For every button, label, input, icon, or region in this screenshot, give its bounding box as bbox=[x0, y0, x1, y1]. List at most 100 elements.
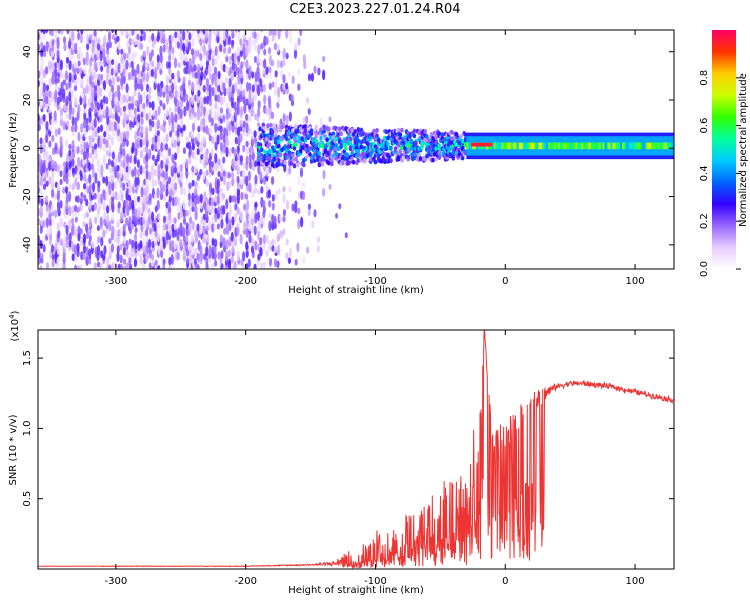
heatmap-cell bbox=[242, 42, 246, 54]
heatmap-cell bbox=[162, 32, 166, 39]
heatmap-cell bbox=[157, 265, 161, 269]
heatmap-cell bbox=[134, 99, 138, 108]
heatmap-cell bbox=[103, 34, 107, 46]
heatmap-cell bbox=[165, 84, 169, 95]
heatmap-cell bbox=[210, 65, 214, 72]
heatmap-cell bbox=[279, 213, 283, 223]
heatmap-cell bbox=[68, 205, 72, 217]
heatmap-cell bbox=[126, 39, 130, 50]
heatmap-cell bbox=[153, 37, 157, 45]
heatmap-cell bbox=[102, 154, 107, 166]
heatmap-cell bbox=[159, 52, 163, 64]
heatmap-cell bbox=[316, 245, 320, 253]
heatmap-cell bbox=[322, 169, 326, 180]
heatmap-cell bbox=[97, 236, 101, 243]
heatmap-cell bbox=[271, 81, 275, 88]
heatmap-cell bbox=[222, 237, 226, 247]
heatmap-cell bbox=[107, 30, 112, 39]
heatmap-cell bbox=[97, 126, 101, 134]
heatmap-cell bbox=[167, 182, 171, 192]
heatmap-cell bbox=[592, 142, 596, 150]
heatmap-cell bbox=[217, 84, 221, 93]
heatmap-cell bbox=[248, 65, 252, 77]
heatmap-cell bbox=[590, 142, 594, 150]
heatmap-cell bbox=[103, 108, 107, 117]
heatmap-cell bbox=[48, 39, 53, 47]
heatmap-cell bbox=[449, 136, 454, 142]
heatmap-cell bbox=[60, 30, 64, 36]
heatmap-cell bbox=[661, 142, 664, 150]
heatmap-cell bbox=[520, 142, 524, 150]
heatmap-cell bbox=[90, 163, 94, 171]
heatmap-cell bbox=[59, 170, 63, 178]
heatmap-cell bbox=[251, 151, 255, 161]
heatmap-cell bbox=[625, 142, 629, 150]
heatmap-cell bbox=[43, 150, 47, 160]
heatmap-cell bbox=[237, 30, 241, 33]
heatmap-cell bbox=[629, 142, 633, 150]
heatmap-cell bbox=[277, 161, 281, 167]
heatmap-cell bbox=[257, 222, 261, 232]
heatmap-cell bbox=[236, 88, 241, 97]
heatmap-cell bbox=[511, 142, 514, 150]
heatmap-cell bbox=[230, 231, 234, 242]
heatmap-cell bbox=[48, 140, 52, 148]
heatmap-cell bbox=[160, 124, 164, 132]
heatmap-cell bbox=[127, 45, 132, 55]
heatmap-cell bbox=[65, 56, 70, 64]
heatmap-cell bbox=[165, 223, 169, 231]
heatmap-cell bbox=[145, 152, 149, 162]
x-tick-label: 100 bbox=[626, 276, 645, 287]
heatmap-cell bbox=[262, 242, 266, 252]
heatmap-cell bbox=[365, 141, 370, 147]
heatmap-cell bbox=[191, 205, 195, 213]
heatmap-cell bbox=[236, 46, 240, 57]
heatmap-cell bbox=[631, 142, 635, 150]
heatmap-cell bbox=[71, 140, 75, 150]
heatmap-cell bbox=[182, 95, 186, 103]
heatmap-cell bbox=[65, 120, 70, 127]
heatmap-cell bbox=[228, 77, 232, 88]
heatmap-cell bbox=[666, 142, 670, 150]
heatmap-cell bbox=[102, 200, 107, 212]
heatmap-cell bbox=[151, 178, 155, 189]
heatmap-cell bbox=[242, 264, 246, 269]
heatmap-cell bbox=[225, 198, 229, 210]
heatmap-cell bbox=[88, 248, 92, 260]
heatmap-cell bbox=[274, 70, 278, 78]
heatmap-cell bbox=[453, 139, 457, 145]
heatmap-cell bbox=[151, 258, 155, 268]
spectrogram-x-axis-label: Height of straight line (km) bbox=[288, 285, 424, 296]
heatmap-cell bbox=[113, 229, 118, 239]
heatmap-cell bbox=[191, 192, 195, 203]
heatmap-cell bbox=[73, 227, 77, 237]
heatmap-cell bbox=[216, 94, 221, 103]
heatmap-cell bbox=[583, 142, 586, 150]
heatmap-cell bbox=[270, 59, 275, 67]
heatmap-cell bbox=[171, 134, 175, 144]
heatmap-cell bbox=[326, 141, 331, 147]
heatmap-cell bbox=[227, 35, 232, 46]
heatmap-cell bbox=[317, 67, 321, 76]
heatmap-cell bbox=[82, 251, 86, 261]
heatmap-cell bbox=[42, 114, 46, 122]
heatmap-cell bbox=[211, 86, 215, 97]
heatmap-cell bbox=[102, 95, 106, 104]
heatmap-cell bbox=[312, 145, 317, 150]
heatmap-cell bbox=[133, 154, 137, 162]
heatmap-cell bbox=[42, 172, 46, 179]
heatmap-cell bbox=[187, 141, 192, 150]
heatmap-cell bbox=[82, 244, 87, 254]
heatmap-cell bbox=[39, 100, 43, 110]
heatmap-cell bbox=[400, 127, 404, 133]
heatmap-cell bbox=[297, 68, 301, 75]
heatmap-cell bbox=[139, 150, 143, 159]
heatmap-cell bbox=[119, 107, 123, 117]
heatmap-cell bbox=[117, 42, 121, 50]
heatmap-cell bbox=[526, 142, 530, 150]
heatmap-cell bbox=[117, 133, 121, 143]
heatmap-cell bbox=[242, 88, 246, 97]
heatmap-cell bbox=[173, 240, 177, 250]
heatmap-cell bbox=[108, 151, 112, 158]
heatmap-cell bbox=[196, 105, 201, 115]
